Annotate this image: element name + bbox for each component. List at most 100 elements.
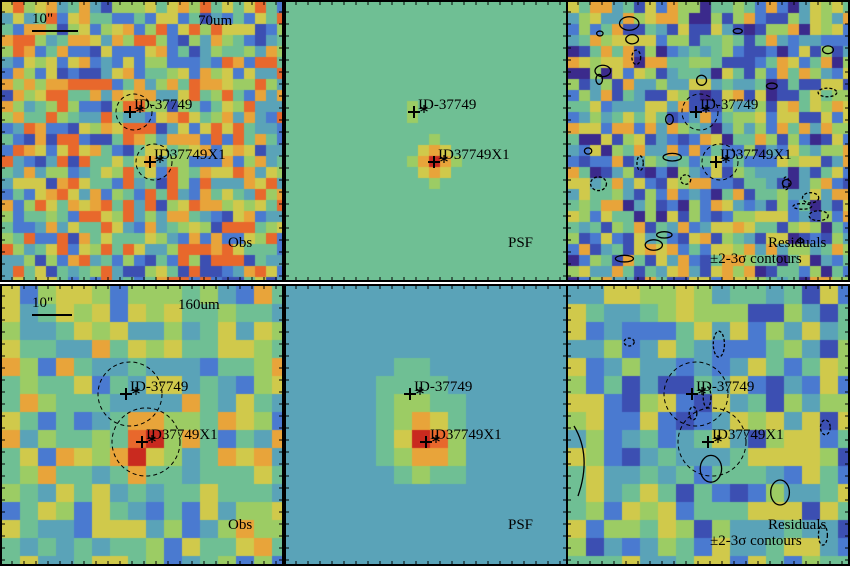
dashed-circle-icon <box>115 93 153 131</box>
plus-marker-icon <box>420 436 432 448</box>
contour-line <box>702 386 712 409</box>
heatmap-image <box>2 2 282 280</box>
source-id-label: ID37749X1 <box>146 427 218 443</box>
dashed-circle-icon <box>677 407 747 477</box>
residuals-label: Residuals <box>768 517 827 533</box>
asterisk-marker-icon <box>440 155 448 163</box>
heatmap-image <box>568 286 848 564</box>
contour-line <box>819 419 831 436</box>
obs-label: Obs <box>228 235 253 251</box>
contour-line <box>808 210 829 222</box>
asterisk-marker-icon <box>132 387 140 395</box>
scale-bar <box>32 30 78 32</box>
contour-line <box>770 479 791 506</box>
heatmap-image <box>286 2 566 280</box>
overlay-svg: ID-37749 ID37749X1 <box>2 2 282 280</box>
panel-70um-residuals: ID-37749 ID37749X1 Residuals ±2-3σ contou… <box>566 0 850 282</box>
plus-marker-icon <box>124 106 136 118</box>
asterisk-marker-icon <box>702 105 710 113</box>
source-id-label: ID-37749 <box>414 379 472 395</box>
contour-line <box>614 254 635 263</box>
plus-marker-icon <box>686 388 698 400</box>
source-id-label: ID37749X1 <box>720 147 792 163</box>
source-id-label: ID-37749 <box>134 97 192 113</box>
contours-label: ±2-3σ contours <box>710 533 802 549</box>
plus-marker-icon <box>408 106 420 118</box>
contour-line <box>594 64 612 78</box>
contour-line <box>625 33 640 45</box>
contour-line <box>573 425 585 497</box>
contour-line <box>680 174 692 185</box>
source-id-label: ID-37749 <box>700 97 758 113</box>
contours-label: ±2-3σ contours <box>710 251 802 267</box>
contour-line <box>699 454 723 483</box>
panel-70um-obs: ID-37749 ID37749X1 10" 70um Obs <box>0 0 284 282</box>
heatmap-image <box>286 286 566 564</box>
dashed-circle-icon <box>135 143 173 181</box>
obs-label: Obs <box>228 517 253 533</box>
contour-line <box>712 330 726 358</box>
contour-line <box>655 231 673 239</box>
plus-marker-icon <box>690 106 702 118</box>
contour-line <box>583 147 593 155</box>
overlay-svg: ID-37749 ID37749X1 <box>286 2 566 280</box>
asterisk-marker-icon <box>156 155 164 163</box>
psf-label: PSF <box>508 517 534 533</box>
contour-line <box>664 113 674 126</box>
contour-line <box>796 238 805 244</box>
band-label: 160um <box>178 297 220 313</box>
overlay-svg: ID-37749 ID37749X1 <box>568 2 848 280</box>
asterisk-marker-icon <box>722 155 730 163</box>
band-label: 70um <box>198 13 233 29</box>
contour-line <box>688 406 698 421</box>
contour-line <box>732 27 743 35</box>
contour-line <box>596 30 604 37</box>
plus-marker-icon <box>144 156 156 168</box>
contour-line <box>792 202 813 210</box>
contour-line <box>765 82 778 90</box>
contour-line <box>801 192 820 204</box>
plus-marker-icon <box>404 388 416 400</box>
panel-160um-residuals: ID-37749 ID37749X1 Residuals ±2-3σ contou… <box>566 284 850 566</box>
panel-160um-obs: ID-37749 ID37749X1 10" 160um Obs <box>0 284 284 566</box>
contour-line <box>636 155 644 172</box>
scale-label: 10" <box>32 295 54 311</box>
plus-marker-icon <box>136 436 148 448</box>
source-id-label: ID37749X1 <box>430 427 502 443</box>
contour-line <box>782 176 790 191</box>
source-id-label: ID37749X1 <box>438 147 510 163</box>
source-id-label: ID-37749 <box>418 97 476 113</box>
contour-line <box>817 524 829 546</box>
psf-label: PSF <box>508 235 534 251</box>
scale-bar <box>32 314 72 316</box>
contour-line <box>595 73 604 85</box>
dashed-circle-icon <box>701 143 739 181</box>
heatmap-image <box>568 2 848 280</box>
overlay-svg: ID-37749 ID37749X1 <box>286 286 566 564</box>
contour-line <box>644 239 664 251</box>
contour-line <box>589 176 608 192</box>
contour-line <box>821 45 835 55</box>
residuals-label: Residuals <box>768 235 827 251</box>
asterisk-marker-icon <box>136 105 144 113</box>
asterisk-marker-icon <box>420 105 428 113</box>
plus-marker-icon <box>428 156 440 168</box>
contour-line <box>781 178 792 188</box>
overlay-svg: ID-37749 ID37749X1 <box>2 286 282 564</box>
overlay-svg: ID-37749 ID37749X1 <box>568 286 848 564</box>
plus-marker-icon <box>120 388 132 400</box>
contour-line <box>817 87 838 98</box>
heatmap-image <box>2 286 282 564</box>
dashed-circle-icon <box>97 361 163 427</box>
scale-label: 10" <box>32 11 54 27</box>
asterisk-marker-icon <box>714 435 722 443</box>
panel-160um-psf: ID-37749 ID37749X1 PSF <box>284 284 568 566</box>
asterisk-marker-icon <box>416 387 424 395</box>
contour-line <box>695 74 708 86</box>
source-id-label: ID37749X1 <box>712 427 784 443</box>
panel-70um-psf: ID-37749 ID37749X1 PSF <box>284 0 568 282</box>
contour-line <box>631 49 642 66</box>
plus-marker-icon <box>702 436 714 448</box>
contour-line <box>618 16 640 31</box>
asterisk-marker-icon <box>148 435 156 443</box>
